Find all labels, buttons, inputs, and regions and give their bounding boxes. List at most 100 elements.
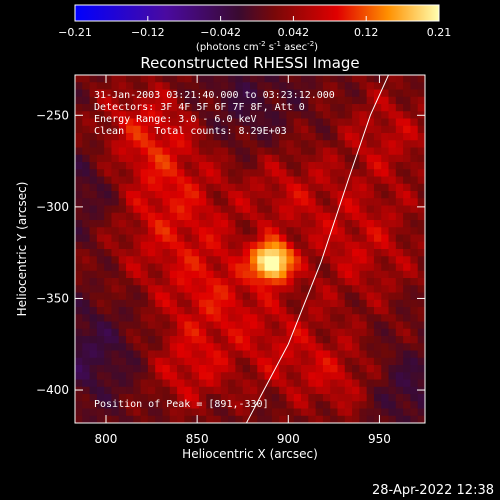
heatmap-cell — [191, 292, 200, 301]
heatmap-cell — [126, 169, 134, 178]
heatmap-cell — [315, 89, 324, 98]
heatmap-cell — [198, 386, 207, 395]
heatmap-cell — [220, 256, 229, 265]
heatmap-cell — [286, 89, 295, 98]
heatmap-cell — [162, 183, 171, 192]
heatmap-cell — [96, 89, 105, 98]
heatmap-cell — [220, 169, 229, 178]
heatmap-cell — [417, 343, 425, 352]
heatmap-cell — [220, 205, 229, 214]
heatmap-cell — [366, 241, 375, 250]
heatmap-cell — [191, 147, 200, 156]
heatmap-cell — [279, 162, 288, 170]
heatmap-cell — [147, 118, 156, 127]
heatmap-cell — [104, 328, 113, 337]
annotation-detectors: Detectors: 3F 4F 5F 6F 7F 8F, Att 0 — [94, 102, 305, 113]
heatmap-cell — [388, 183, 397, 192]
heatmap-cell — [330, 147, 339, 156]
heatmap-cell — [75, 176, 83, 185]
heatmap-cell — [104, 220, 113, 228]
heatmap-cell — [235, 220, 244, 228]
heatmap-cell — [293, 147, 302, 156]
heatmap-cell — [286, 154, 295, 163]
heatmap-cell — [213, 357, 222, 366]
heatmap-cell — [337, 205, 346, 214]
heatmap-cell — [264, 111, 273, 120]
heatmap-cell — [213, 401, 222, 410]
heatmap-cell — [264, 278, 273, 286]
heatmap-cell — [286, 372, 295, 381]
heatmap-cell — [75, 169, 83, 178]
heatmap-cell — [75, 191, 83, 199]
heatmap-cell — [89, 285, 98, 294]
heatmap-cell — [220, 357, 229, 366]
heatmap-cell — [366, 365, 375, 373]
heatmap-cell — [395, 314, 404, 323]
heatmap-cell — [111, 379, 120, 388]
heatmap-cell — [220, 154, 229, 163]
heatmap-cell — [82, 249, 91, 257]
heatmap-cell — [257, 263, 266, 272]
heatmap-cell — [286, 125, 295, 134]
heatmap-cell — [417, 372, 425, 381]
heatmap-cell — [315, 314, 324, 323]
heatmap-cell — [373, 96, 382, 105]
heatmap-cell — [162, 401, 171, 410]
heatmap-cell — [75, 220, 83, 228]
heatmap-cell — [111, 183, 120, 192]
heatmap-cell — [75, 183, 83, 192]
heatmap-cell — [96, 125, 105, 134]
heatmap-cell — [191, 82, 200, 91]
heatmap-cell — [169, 176, 178, 185]
heatmap-cell — [257, 314, 266, 323]
heatmap-cell — [198, 299, 207, 308]
heatmap-cell — [337, 154, 346, 163]
heatmap-cell — [126, 278, 134, 286]
heatmap-cell — [147, 256, 156, 265]
heatmap-cell — [279, 299, 288, 308]
heatmap-cell — [395, 357, 404, 366]
heatmap-cell — [322, 125, 331, 134]
heatmap-cell — [206, 89, 215, 98]
heatmap-cell — [111, 343, 120, 352]
heatmap-cell — [96, 104, 105, 112]
heatmap-cell — [206, 357, 215, 366]
heatmap-cell — [133, 169, 142, 178]
heatmap-cell — [126, 205, 134, 214]
heatmap-cell — [228, 343, 237, 352]
heatmap-cell — [322, 379, 331, 388]
heatmap-cell — [169, 249, 178, 257]
heatmap-cell — [286, 133, 295, 141]
heatmap-cell — [381, 118, 390, 127]
heatmap-cell — [228, 350, 237, 359]
heatmap-cell — [147, 234, 156, 243]
heatmap-cell — [388, 401, 397, 410]
heatmap-cell — [235, 372, 244, 381]
heatmap-cell — [395, 234, 404, 243]
heatmap-cell — [111, 357, 120, 366]
heatmap-cell — [111, 96, 120, 105]
heatmap-cell — [118, 278, 127, 286]
heatmap-cell — [264, 270, 273, 279]
heatmap-cell — [177, 220, 185, 228]
heatmap-cell — [373, 321, 382, 330]
heatmap-cell — [388, 234, 397, 243]
heatmap-cell — [75, 307, 83, 315]
heatmap-cell — [410, 394, 419, 402]
heatmap-cell — [111, 82, 120, 91]
heatmap-cell — [344, 133, 353, 141]
heatmap-cell — [410, 118, 419, 127]
heatmap-cell — [235, 111, 244, 120]
heatmap-cell — [75, 379, 83, 388]
heatmap-cell — [206, 118, 215, 127]
heatmap-cell — [337, 75, 346, 83]
heatmap-cell — [96, 379, 105, 388]
heatmap-cell — [344, 191, 353, 199]
heatmap-cell — [111, 386, 120, 395]
heatmap-cell — [82, 408, 91, 417]
heatmap-cell — [293, 256, 302, 265]
heatmap-cell — [395, 394, 404, 402]
heatmap-cell — [366, 104, 375, 112]
heatmap-cell — [322, 343, 331, 352]
heatmap-cell — [359, 357, 368, 366]
